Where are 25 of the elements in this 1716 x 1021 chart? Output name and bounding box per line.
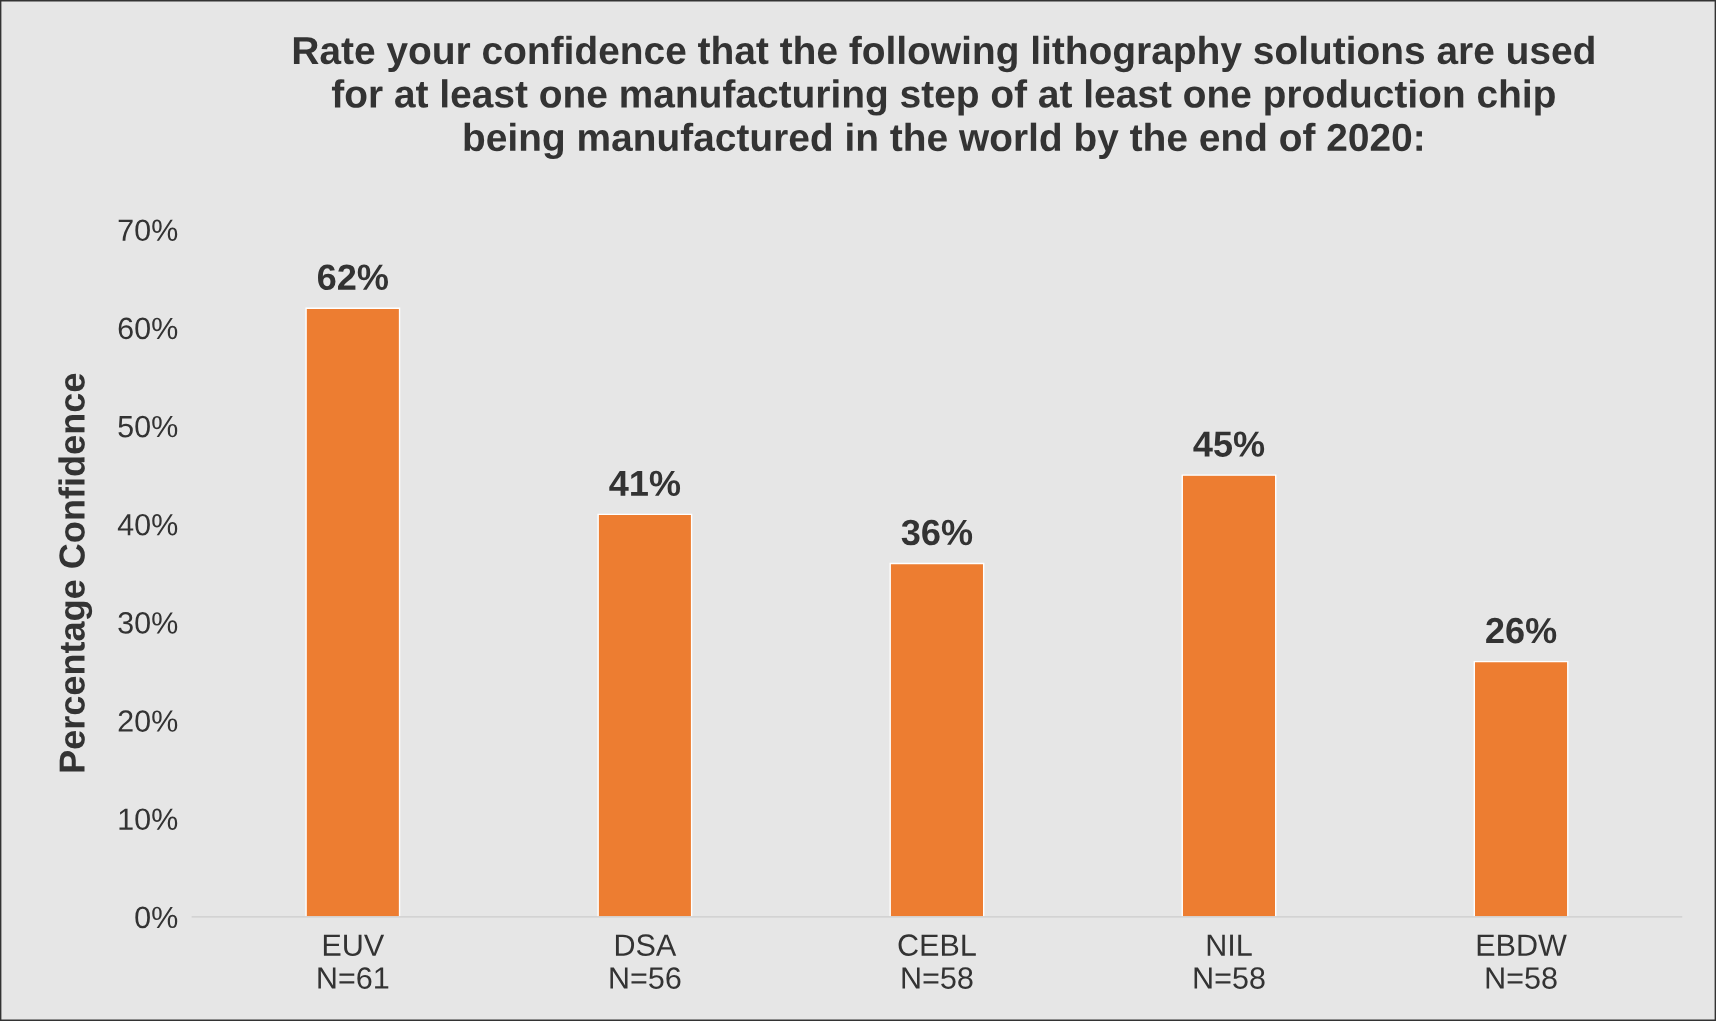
y-axis-title: Percentage Confidence — [58, 373, 93, 772]
x-tick-label: DSA N=56 — [610, 934, 681, 989]
bar — [1181, 474, 1277, 917]
x-tick-label: EBDW N=58 — [1477, 934, 1567, 989]
y-tick-label: 50% — [118, 415, 178, 438]
data-label: 26% — [1486, 617, 1557, 644]
y-tick-label: 30% — [118, 612, 178, 634]
y-tick-label: 70% — [118, 219, 178, 242]
x-tick-label: EUV N=61 — [318, 934, 389, 989]
data-label: 36% — [901, 519, 973, 546]
x-tick-label: CEBL N=58 — [898, 934, 976, 989]
y-tick-label: 0% — [135, 906, 178, 929]
y-tick-label: 20% — [118, 710, 178, 732]
data-label: 62% — [318, 264, 389, 291]
bar — [597, 513, 693, 917]
bar — [1473, 660, 1569, 917]
data-label: 41% — [609, 470, 681, 497]
x-tick-label: NIL N=58 — [1194, 934, 1265, 989]
bar — [889, 562, 985, 917]
chart-title: Rate your confidence that the following lithography solutions are used for at least one manufacturing step of at least one production chip being manufactured in the world by the end of 2020: — [293, 35, 1594, 160]
y-tick-label: 60% — [118, 317, 178, 340]
y-tick-label: 10% — [119, 808, 178, 831]
bar — [305, 307, 401, 917]
y-tick-label: 40% — [117, 513, 178, 536]
data-label: 45% — [1193, 431, 1265, 457]
